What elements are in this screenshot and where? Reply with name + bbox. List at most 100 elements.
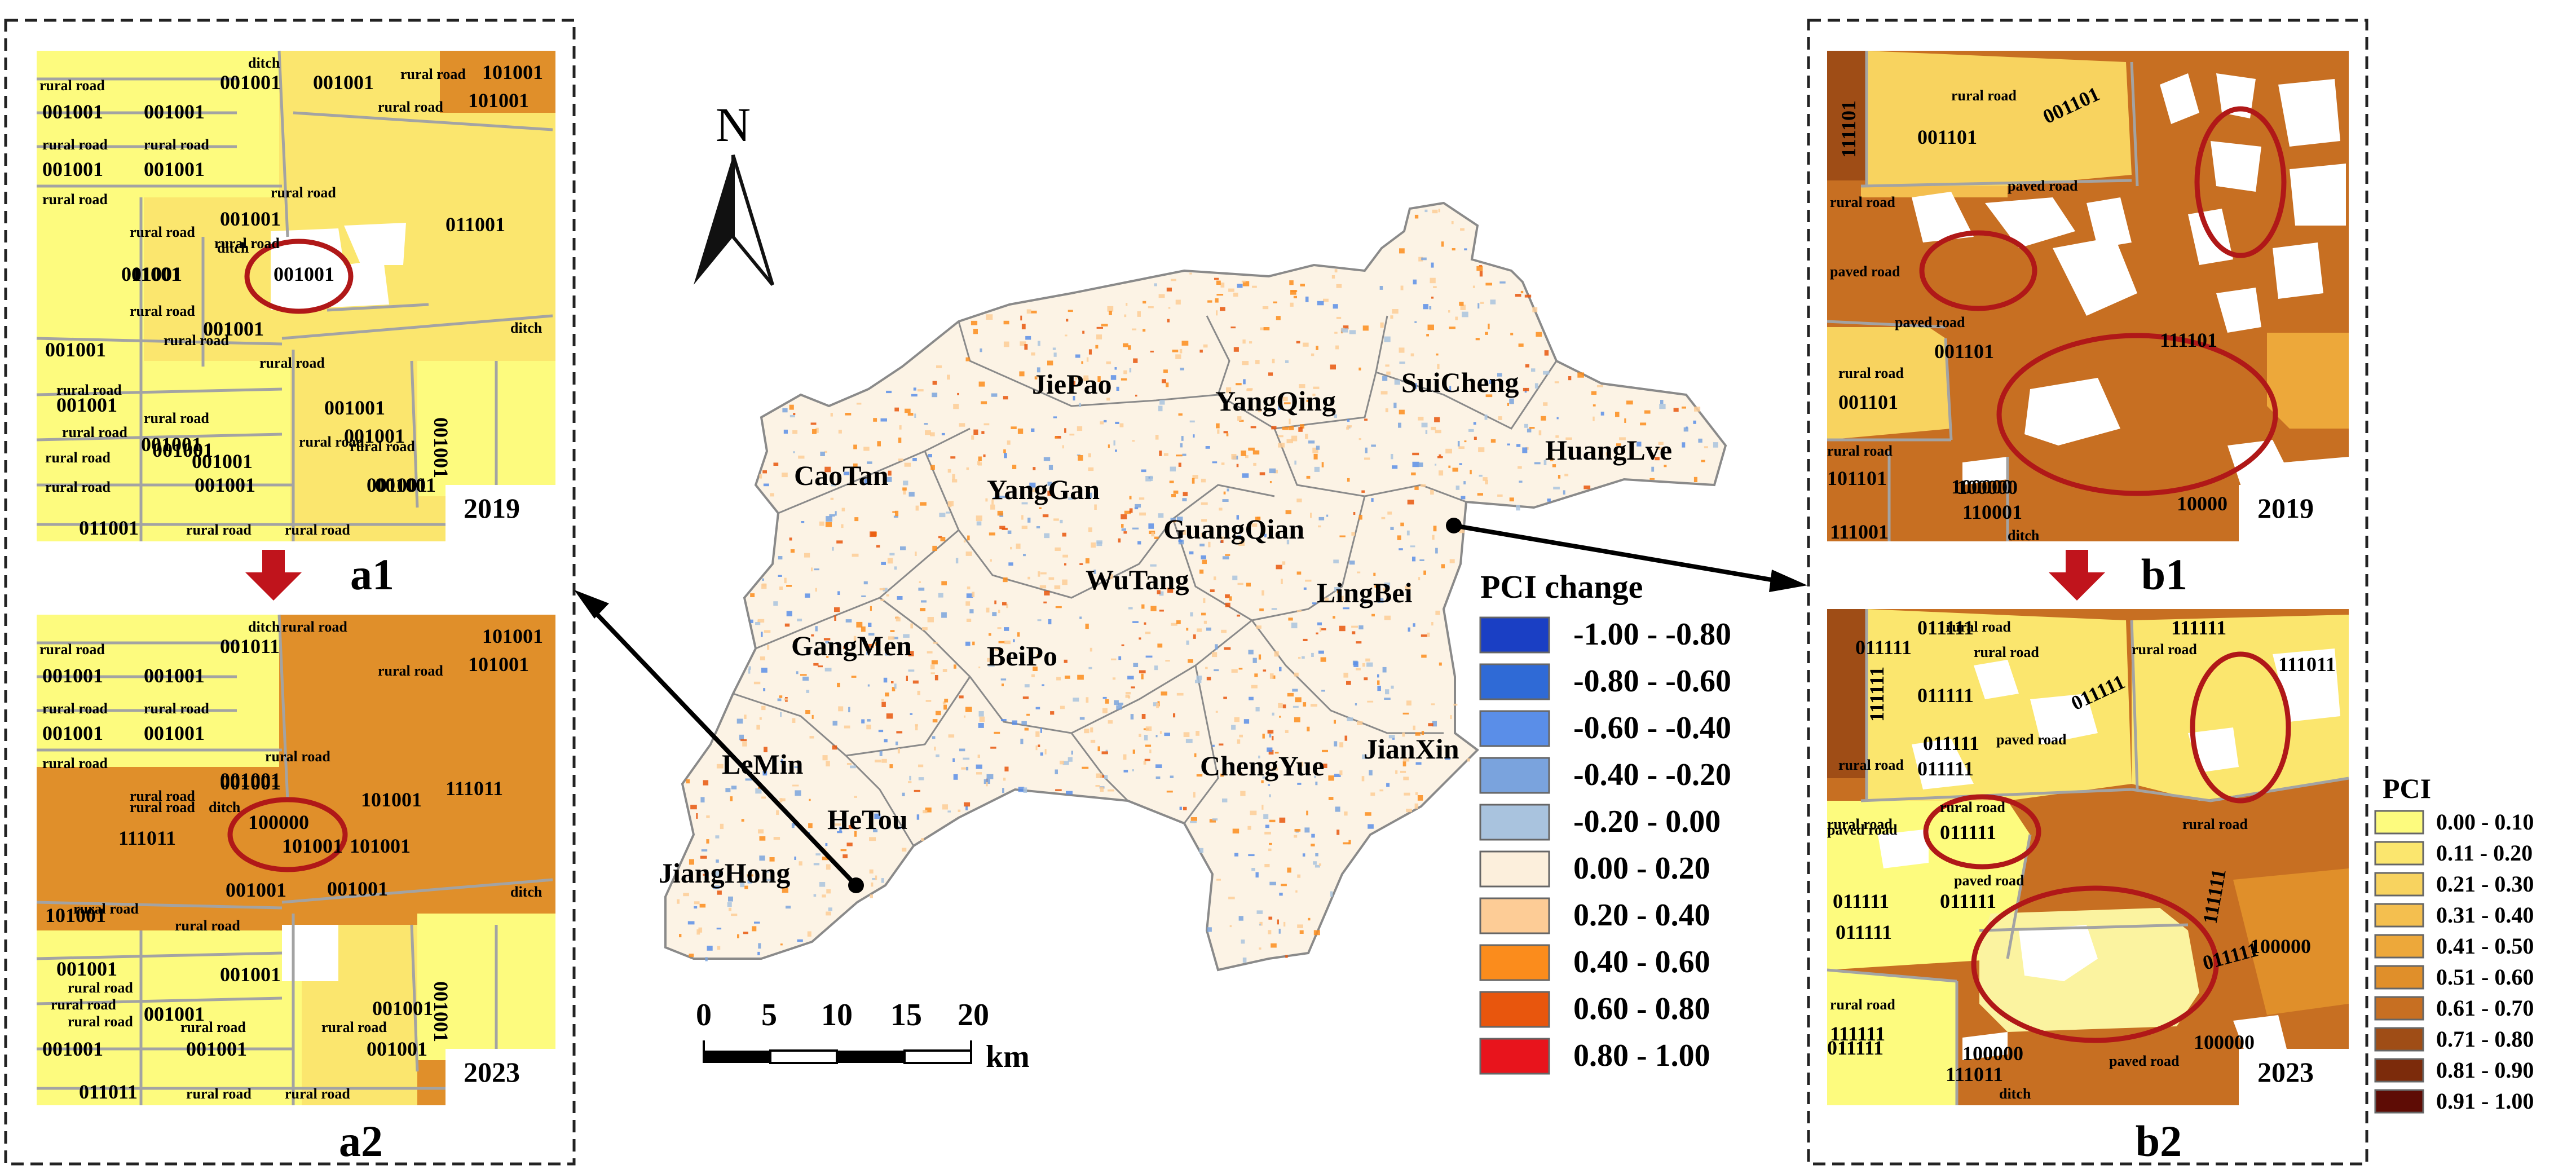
speckle-dot: [845, 619, 852, 623]
speckle-dot: [720, 823, 724, 830]
parcel-code-label: 111011: [1946, 1063, 2003, 1086]
speckle-dot: [1031, 674, 1035, 677]
speckle-dot: [886, 477, 892, 482]
speckle-dot: [981, 401, 987, 404]
arrowhead-to-b: [1769, 570, 1807, 592]
road-label: rural road: [350, 438, 415, 455]
speckle-dot: [773, 601, 778, 606]
speckle-dot: [1463, 481, 1466, 484]
speckle-dot: [1383, 588, 1386, 591]
speckle-dot: [1050, 711, 1055, 715]
region-label-yanggan: YangGan: [987, 474, 1100, 505]
speckle-dot: [1248, 854, 1255, 857]
speckle-dot: [1402, 758, 1410, 762]
speckle-dot: [1206, 627, 1211, 631]
speckle-dot: [1339, 625, 1346, 632]
speckle-dot: [838, 706, 844, 712]
speckle-dot: [1003, 320, 1009, 325]
speckle-dot: [1125, 694, 1130, 698]
speckle-dot: [1694, 407, 1701, 412]
speckle-dot: [764, 747, 767, 752]
speckle-dot: [1268, 930, 1272, 934]
speckle-dot: [1289, 426, 1294, 430]
speckle-dot: [1297, 924, 1303, 928]
speckle-dot: [1285, 730, 1289, 733]
speckle-dot: [963, 757, 970, 760]
pci-swatch: [2374, 841, 2424, 866]
speckle-dot: [1178, 539, 1183, 542]
speckle-dot: [879, 751, 883, 756]
speckle-dot: [1229, 925, 1232, 928]
speckle-dot: [964, 802, 971, 807]
speckle-dot: [1267, 747, 1273, 752]
speckle-dot: [1529, 427, 1535, 429]
a1-top-parcels: [37, 51, 279, 197]
speckle-dot: [966, 619, 972, 622]
speckle-dot: [1157, 590, 1161, 594]
speckle-dot: [840, 849, 847, 852]
speckle-dot: [1346, 426, 1349, 430]
speckle-dot: [1215, 711, 1218, 713]
speckle-dot: [1079, 403, 1081, 407]
speckle-dot: [1269, 468, 1276, 474]
speckle-dot: [986, 607, 990, 613]
speckle-dot: [1124, 510, 1131, 514]
speckle-dot: [932, 392, 938, 398]
speckle-dot: [1201, 532, 1203, 537]
speckle-dot: [1183, 492, 1188, 496]
speckle-dot: [1175, 299, 1181, 305]
speckle-dot: [1317, 622, 1322, 625]
speckle-dot: [824, 668, 832, 672]
speckle-dot: [844, 471, 850, 475]
speckle-dot: [1363, 599, 1366, 604]
speckle-dot: [955, 558, 959, 564]
speckle-dot: [875, 875, 877, 880]
speckle-dot: [1358, 438, 1361, 440]
speckle-dot: [1583, 486, 1591, 489]
road-label: paved road: [1827, 822, 1898, 838]
b1-highlight-ellipse-3: [1996, 333, 2278, 496]
speckle-dot: [1114, 700, 1119, 705]
speckle-dot: [1431, 262, 1434, 268]
b1-top-left-parcel: [1867, 51, 2132, 186]
speckle-dot: [886, 390, 892, 394]
parcel-code-label: 001001: [220, 771, 281, 794]
speckle-dot: [826, 911, 831, 916]
speckle-dot: [1399, 548, 1403, 550]
speckle-dot: [1234, 717, 1240, 722]
pci-swatch: [2374, 996, 2424, 1021]
speckle-dot: [1300, 284, 1305, 286]
speckle-dot: [1134, 506, 1139, 510]
b2-white-patches: [1878, 649, 2340, 1066]
parcel-code-label: 101001: [482, 625, 543, 647]
pci-change-label: -1.00 - -0.80: [1573, 617, 1731, 652]
speckle-dot: [743, 932, 748, 934]
road-label: rural road: [1940, 799, 2005, 815]
speckle-dot: [1547, 499, 1551, 502]
parcel-code-label: 001001: [186, 1038, 247, 1060]
road-label: rural road: [2132, 641, 2197, 658]
speckle-dot: [1044, 533, 1050, 539]
speckle-dot: [1038, 341, 1040, 346]
speckle-dot: [696, 813, 698, 819]
speckle-dot: [737, 934, 739, 938]
speckle-dot: [1333, 559, 1339, 563]
speckle-dot: [1268, 784, 1271, 786]
speckle-dot: [1124, 314, 1127, 317]
speckle-dot: [944, 699, 949, 703]
speckle-dot: [1021, 515, 1024, 520]
speckle-dot: [1298, 656, 1301, 659]
speckle-dot: [1377, 598, 1384, 603]
speckle-dot: [966, 467, 969, 470]
road-label: rural road: [45, 479, 111, 495]
speckle-dot: [1306, 475, 1311, 479]
speckle-dot: [1079, 717, 1085, 720]
speckle-dot: [834, 615, 836, 621]
speckle-dot: [1008, 562, 1013, 566]
speckle-dot: [687, 921, 695, 925]
speckle-dot: [1159, 399, 1165, 405]
speckle-dot: [1145, 744, 1152, 747]
speckle-dot: [1097, 376, 1101, 382]
speckle-dot: [1143, 301, 1146, 304]
